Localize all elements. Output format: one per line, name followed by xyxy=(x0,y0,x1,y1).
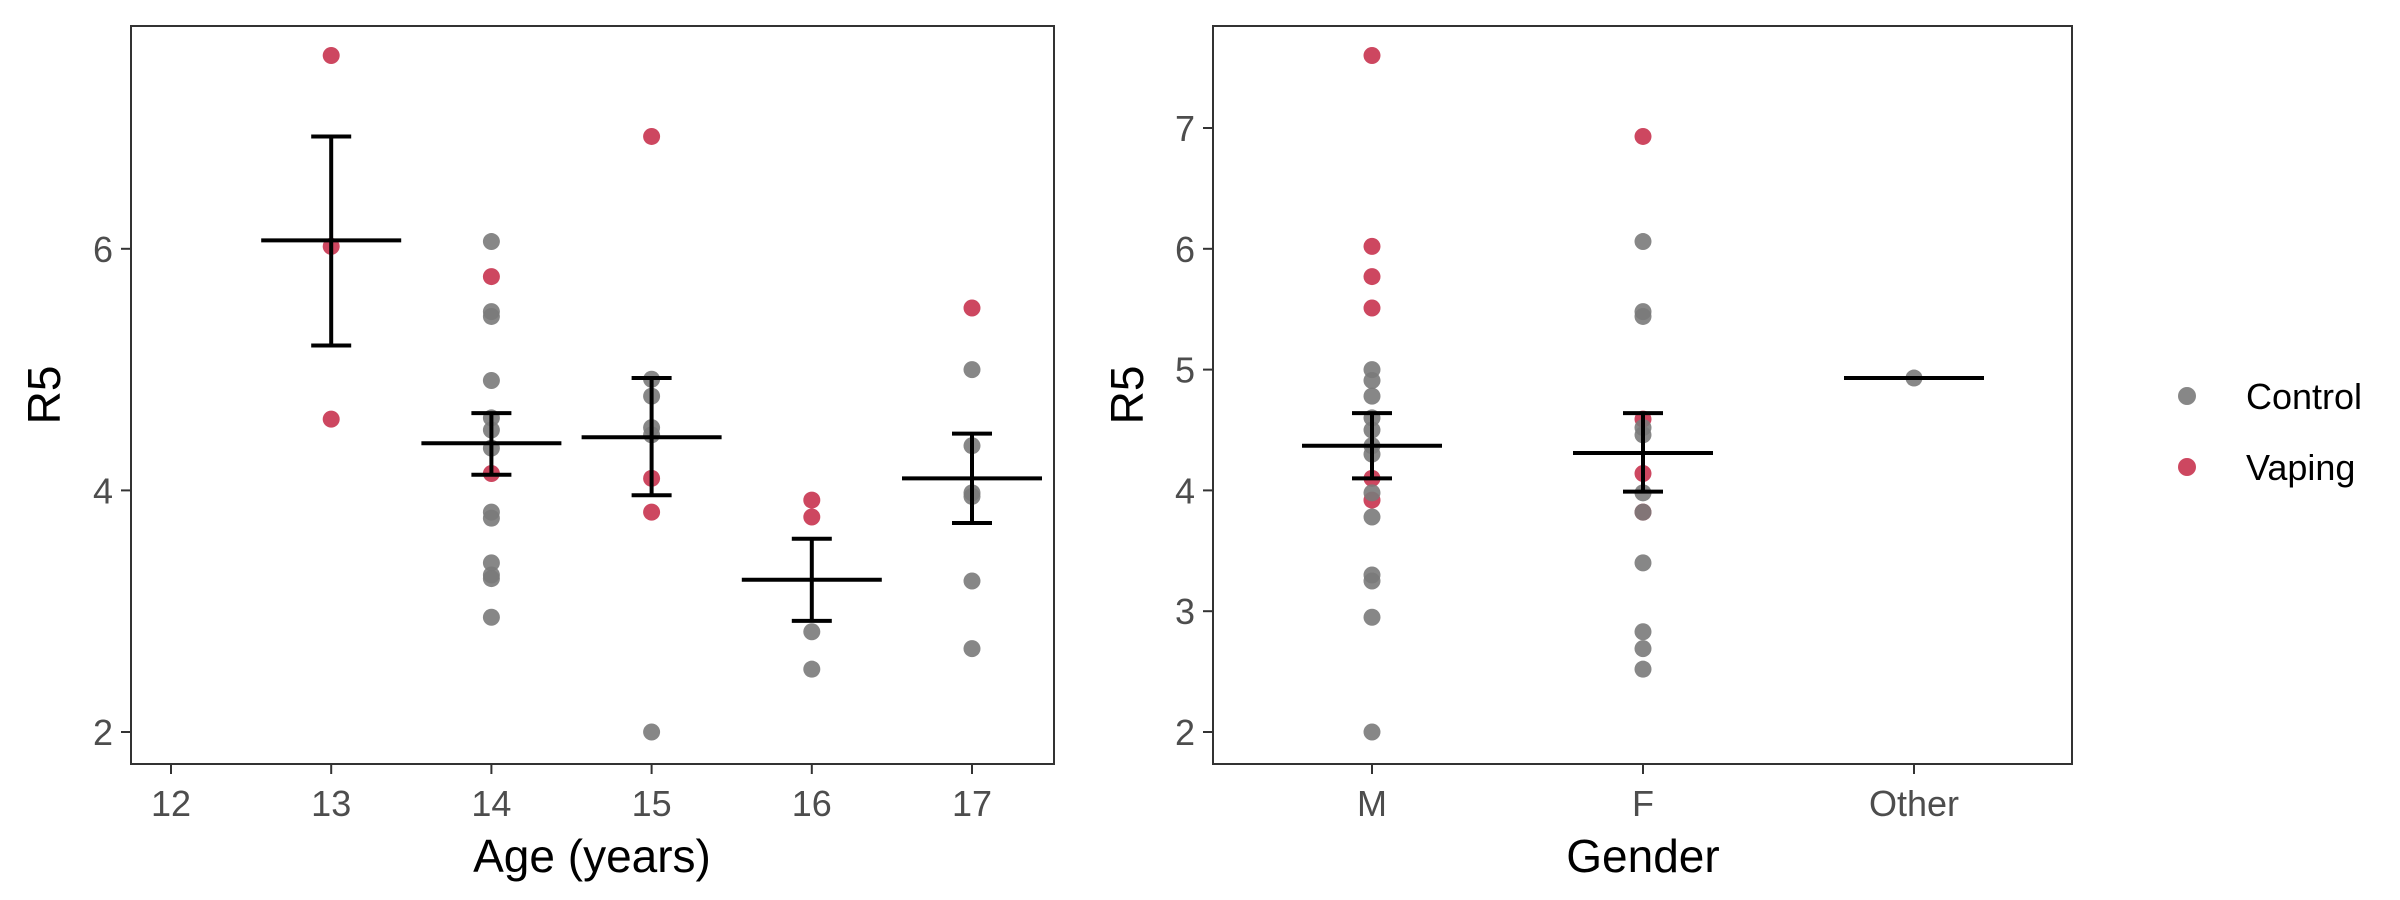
age-point-vaping xyxy=(803,491,821,509)
age-point-control xyxy=(482,509,500,527)
age-x-tick-label: 14 xyxy=(471,783,511,824)
gender-point-control xyxy=(1634,307,1652,325)
age-y-axis-title: R5 xyxy=(18,366,70,425)
age-point-control xyxy=(963,572,981,590)
age-point-vaping xyxy=(322,410,340,428)
gender-point-vaping xyxy=(1363,237,1381,255)
legend-key-vaping xyxy=(2178,458,2196,476)
gender-errorbars xyxy=(1302,376,1984,494)
legend-label-vaping: Vaping xyxy=(2246,447,2355,488)
legend-key-control xyxy=(2178,387,2196,405)
gender-x-tick-label: F xyxy=(1632,783,1654,824)
age-y-tick-label: 6 xyxy=(93,229,113,270)
gender-y-axis-title: R5 xyxy=(1101,366,1153,425)
age-x-tick-label: 17 xyxy=(952,783,992,824)
age-point-control xyxy=(963,640,981,658)
gender-y-tick-label: 7 xyxy=(1175,108,1195,149)
age-errorbars xyxy=(261,134,1042,623)
gender-points xyxy=(1363,47,1923,741)
age-panel: 2 4 6 12 13 14 15 16 17 Age (years) R5 xyxy=(18,25,1055,882)
age-point-control xyxy=(482,554,500,572)
legend: Control Vaping xyxy=(2178,376,2362,488)
age-y-axis: 2 4 6 xyxy=(93,229,131,753)
age-point-vaping xyxy=(803,508,821,526)
legend-label-control: Control xyxy=(2246,376,2362,417)
gender-point-control xyxy=(1634,233,1652,251)
gender-point-vaping xyxy=(1363,268,1381,286)
gender-y-tick-label: 4 xyxy=(1175,470,1195,511)
gender-point-control xyxy=(1634,503,1652,521)
gender-y-axis: 2 3 4 5 6 7 xyxy=(1175,108,1213,753)
gender-point-control xyxy=(1634,660,1652,678)
age-point-control xyxy=(803,660,821,678)
gender-point-control xyxy=(1363,484,1381,502)
gender-point-control xyxy=(1634,640,1652,658)
gender-point-control xyxy=(1363,723,1381,741)
age-point-control xyxy=(482,608,500,626)
gender-point-vaping xyxy=(1634,127,1652,145)
gender-y-tick-label: 6 xyxy=(1175,229,1195,270)
gender-x-axis: M F Other xyxy=(1357,764,1959,824)
age-point-control xyxy=(963,361,981,379)
age-y-tick-label: 4 xyxy=(93,470,113,511)
age-panel-border xyxy=(130,25,1055,765)
age-point-vaping xyxy=(963,299,981,317)
gender-point-control xyxy=(1363,608,1381,626)
gender-point-control xyxy=(1634,623,1652,641)
gender-point-control xyxy=(1363,371,1381,389)
gender-x-axis-title: Gender xyxy=(1566,830,1719,882)
age-x-axis: 12 13 14 15 16 17 xyxy=(151,764,992,824)
gender-panel: 2 3 4 5 6 7 M F Other Gender R5 xyxy=(1101,25,2073,882)
age-point-control xyxy=(482,307,500,325)
gender-x-tick-label: M xyxy=(1357,783,1387,824)
age-x-axis-title: Age (years) xyxy=(473,830,711,882)
age-point-vaping xyxy=(643,503,661,521)
age-x-tick-label: 16 xyxy=(792,783,832,824)
age-point-control xyxy=(482,371,500,389)
age-point-control xyxy=(643,723,661,741)
gender-point-control xyxy=(1363,387,1381,405)
gender-point-vaping xyxy=(1363,47,1381,65)
gender-point-control xyxy=(1363,508,1381,526)
age-point-vaping xyxy=(322,47,340,65)
gender-y-tick-label: 3 xyxy=(1175,591,1195,632)
age-point-control xyxy=(482,570,500,588)
gender-y-tick-label: 2 xyxy=(1175,712,1195,753)
gender-y-tick-label: 5 xyxy=(1175,350,1195,391)
age-point-vaping xyxy=(482,268,500,286)
age-point-vaping xyxy=(643,127,661,145)
age-x-tick-label: 15 xyxy=(632,783,672,824)
age-y-tick-label: 2 xyxy=(93,712,113,753)
age-point-control xyxy=(482,233,500,251)
age-x-tick-label: 13 xyxy=(311,783,351,824)
gender-point-vaping xyxy=(1363,299,1381,317)
age-point-control xyxy=(803,623,821,641)
gender-x-tick-label: Other xyxy=(1869,783,1959,824)
gender-point-control xyxy=(1634,554,1652,572)
age-x-tick-label: 12 xyxy=(151,783,191,824)
gender-point-control xyxy=(1363,572,1381,590)
